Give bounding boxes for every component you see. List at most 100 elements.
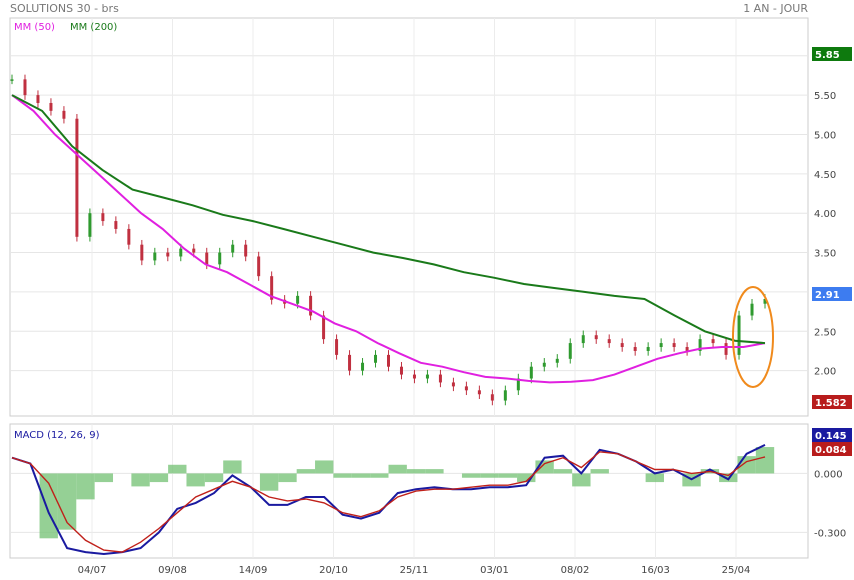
macd-panel-frame: [9, 423, 809, 559]
macd-hist-bar: [315, 460, 334, 474]
candle-body: [62, 110, 66, 119]
macd-tick-label: -0.300: [814, 528, 846, 539]
macd-hist-bar: [131, 473, 150, 487]
x-tick-label: 25/11: [400, 565, 429, 576]
macd-hist-bar: [553, 469, 573, 474]
candle-body: [49, 102, 53, 111]
candle-body: [387, 354, 390, 367]
chart-title: SOLUTIONS 30 - brs: [10, 2, 119, 15]
candle-body: [438, 374, 442, 383]
signal-tag: 0.084: [815, 445, 847, 456]
candle-body: [464, 386, 468, 391]
x-tick-label: 14/09: [239, 565, 268, 576]
x-tick-label: 20/10: [319, 565, 348, 576]
ma-line-200: [11, 94, 766, 345]
candles-group: [10, 74, 767, 406]
ma-line-50: [11, 94, 766, 384]
macd-hist-bar: [168, 464, 187, 474]
macd-tag-box: [812, 428, 852, 442]
macd-hist-bar: [590, 469, 609, 474]
candle-body: [101, 213, 105, 222]
macd-title: MACD (12, 26, 9): [14, 430, 100, 441]
candle-body: [581, 335, 585, 344]
ma200-tag-box: [812, 47, 852, 61]
candle-body: [529, 366, 533, 379]
candle-body: [114, 221, 118, 229]
last-price-tag: 2.91: [815, 290, 840, 301]
macd-hist-bar: [517, 473, 536, 483]
candle-body: [659, 343, 663, 348]
price-panel-frame: [9, 17, 809, 417]
x-tick-label: 16/03: [641, 565, 670, 576]
candle-body: [205, 252, 209, 265]
candle-body: [672, 343, 676, 348]
price-tick-label: 2.50: [814, 327, 836, 338]
price-tick-label: 2.00: [814, 367, 836, 378]
candle-body: [594, 335, 598, 340]
low-tag: 1.582: [815, 398, 847, 409]
candle-body: [542, 362, 546, 367]
candle-body: [724, 343, 728, 355]
candle-body: [231, 244, 235, 253]
macd-hist-bar: [296, 469, 316, 474]
macd-tag: 0.145: [815, 431, 847, 442]
highlight-ellipse: [732, 286, 774, 388]
macd-hist-bar: [259, 473, 279, 491]
x-tick-label: 04/07: [78, 565, 107, 576]
candle-body: [361, 362, 365, 371]
candle-body: [490, 394, 494, 401]
macd-hist-bar: [204, 473, 224, 483]
candle-body: [399, 366, 403, 375]
candle-body: [451, 382, 455, 387]
candle-body: [257, 256, 261, 277]
macd-hist-bar: [388, 464, 407, 474]
price-tick-label: 4.00: [814, 209, 836, 220]
candle-body: [335, 339, 339, 355]
x-tick-label: 25/04: [722, 565, 751, 576]
candle-body: [179, 248, 183, 257]
candle-body: [75, 118, 79, 237]
x-tick-label: 08/02: [561, 565, 590, 576]
candle-body: [633, 347, 637, 351]
macd-hist-bar: [333, 473, 352, 478]
candle-body: [153, 252, 157, 261]
ma200-tag: 5.85: [815, 50, 840, 61]
candle-body: [750, 303, 754, 316]
candle-body: [10, 79, 14, 81]
candle-body: [555, 358, 559, 363]
signal-tag-box: [812, 442, 852, 456]
macd-tick-label: 0.000: [814, 469, 843, 480]
candle-body: [646, 347, 650, 351]
candle-body: [685, 347, 689, 351]
macd-hist-bar: [425, 469, 444, 474]
period-label[interactable]: 1 AN - JOUR: [743, 2, 808, 15]
candle-body: [374, 354, 378, 363]
macd-hist-bar: [57, 473, 77, 530]
price-tick-label: 5.50: [814, 91, 836, 102]
candle-body: [166, 252, 170, 257]
macd-hist-bar: [76, 473, 95, 500]
candle-body: [503, 390, 507, 401]
low-tag-box: [812, 395, 852, 409]
candle-body: [607, 339, 611, 344]
macd-hist-bar: [223, 460, 242, 474]
macd-hist-bar: [278, 473, 297, 483]
candle-body: [296, 295, 300, 304]
macd-line-signal: [11, 451, 766, 553]
macd-hist-bar: [645, 473, 664, 483]
candle-body: [218, 252, 222, 265]
macd-line-macd: [11, 443, 766, 556]
candle-body: [763, 299, 767, 304]
candle-body: [322, 315, 326, 340]
candle-body: [516, 378, 520, 391]
candle-body: [88, 213, 92, 237]
candle-body: [244, 244, 248, 257]
candle-body: [270, 276, 274, 300]
candle-body: [698, 339, 702, 351]
price-tick-label: 5.00: [814, 130, 836, 141]
last-price-tag-box: [812, 287, 852, 301]
x-tick-label: 09/08: [158, 565, 187, 576]
macd-hist-bar: [755, 447, 775, 474]
macd-hist-bar: [461, 473, 481, 478]
